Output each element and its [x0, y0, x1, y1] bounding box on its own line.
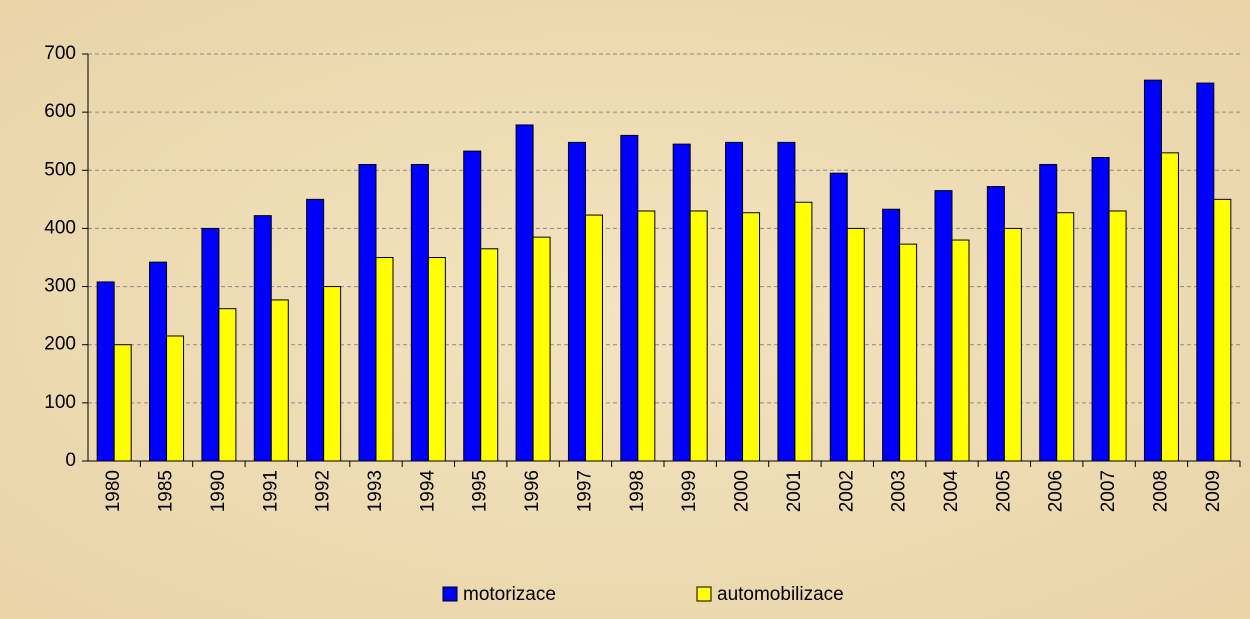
x-tick-label: 2006: [1046, 470, 1067, 512]
bar: [306, 198, 325, 462]
bar: [532, 236, 551, 462]
bar: [1056, 212, 1075, 462]
x-tick-label: 2005: [993, 470, 1014, 512]
bar: [899, 243, 918, 462]
x-tick-label: 2009: [1203, 470, 1224, 512]
y-tick-label: 500: [44, 159, 76, 180]
bar: [1003, 227, 1022, 462]
bar: [218, 308, 237, 462]
x-tick-label: 1980: [103, 470, 124, 512]
bar: [672, 143, 691, 462]
bar: [201, 227, 220, 462]
bar: [846, 227, 865, 462]
legend-label: motorizace: [463, 584, 556, 605]
bar: [270, 299, 289, 462]
x-tick-label: 1994: [417, 470, 438, 513]
x-tick-label: 2008: [1150, 470, 1171, 512]
bar: [113, 344, 132, 462]
bar: [149, 261, 168, 462]
x-tick-label: 1991: [260, 470, 281, 512]
bar: [829, 172, 848, 462]
x-tick-label: 2000: [732, 470, 753, 512]
x-tick-label: 1990: [208, 470, 229, 512]
y-tick-label: 600: [44, 101, 76, 122]
bar: [166, 335, 185, 462]
bar: [777, 141, 796, 462]
y-tick-label: 0: [65, 450, 76, 471]
bar: [1196, 82, 1215, 462]
y-tick-label: 700: [44, 43, 76, 64]
bar: [96, 281, 115, 462]
bar: [253, 215, 272, 462]
legend-swatch: [442, 586, 458, 602]
bar: [410, 163, 429, 462]
x-tick-label: 2003: [889, 470, 910, 512]
bar: [637, 210, 656, 462]
bar: [323, 286, 342, 462]
x-tick-label: 1985: [156, 470, 177, 512]
bar: [1160, 152, 1179, 462]
bar: [480, 248, 499, 462]
legend-swatch: [696, 586, 712, 602]
y-tick-label: 100: [44, 392, 76, 413]
x-tick-label: 2004: [941, 470, 962, 513]
bar: [584, 214, 603, 462]
bar: [358, 163, 377, 462]
x-tick-label: 2002: [836, 470, 857, 512]
y-tick-label: 200: [44, 334, 76, 355]
x-tick-label: 1999: [679, 470, 700, 512]
legend-label: automobilizace: [717, 584, 844, 605]
x-tick-label: 1993: [365, 470, 386, 512]
bar: [1213, 198, 1232, 462]
bar: [1039, 163, 1058, 462]
x-tick-label: 1995: [470, 470, 491, 512]
bar: [986, 186, 1005, 462]
x-tick-label: 1992: [313, 470, 334, 512]
bar: [515, 124, 534, 462]
bar: [375, 257, 394, 462]
bar: [882, 208, 901, 462]
bar: [463, 150, 482, 462]
x-tick-label: 2007: [1098, 470, 1119, 512]
bar: [794, 201, 813, 462]
y-tick-label: 400: [44, 217, 76, 238]
bar: [951, 239, 970, 462]
x-tick-label: 1998: [627, 470, 648, 512]
bar: [742, 212, 761, 462]
x-tick-label: 2001: [784, 470, 805, 512]
bar: [934, 190, 953, 462]
y-tick-label: 300: [44, 276, 76, 297]
bar: [689, 210, 708, 462]
bar: [567, 141, 586, 462]
bar: [1091, 156, 1110, 462]
bar: [427, 257, 446, 462]
x-tick-label: 1996: [522, 470, 543, 512]
x-tick-label: 1997: [574, 470, 595, 512]
bar: [1108, 210, 1127, 462]
bar: [1143, 79, 1162, 462]
bar: [620, 134, 639, 462]
bar: [725, 141, 744, 462]
